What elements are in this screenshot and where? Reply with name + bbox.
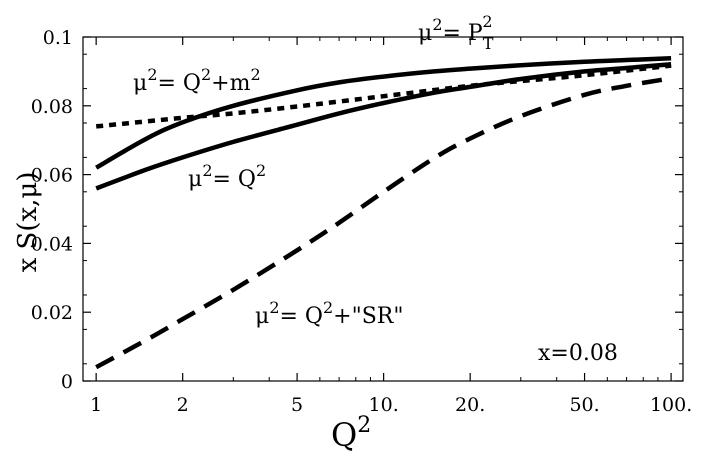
- series-label-3: μ2= Q2+"SR": [255, 298, 403, 329]
- series-label-1: μ2= Q2: [188, 161, 266, 192]
- x-tick-label: 50.: [569, 394, 599, 416]
- series-group: [95, 56, 672, 370]
- x-axis-label-base: Q: [331, 416, 357, 454]
- y-tick-label: 0.02: [31, 302, 73, 324]
- series-line-0: [95, 56, 672, 170]
- y-tick-label: 0.06: [31, 165, 73, 187]
- x-axis-label: Q2: [331, 413, 371, 454]
- series-label-0: μ2= PT2: [418, 12, 494, 53]
- series-label-2: μ2= Q2+m2: [133, 65, 261, 96]
- y-axis-label: x S(x,μ): [13, 172, 43, 273]
- x-tick-label: 20.: [455, 394, 485, 416]
- series-line-2: [95, 63, 672, 129]
- series-line-3: [95, 76, 672, 370]
- series-labels: μ2= PT2 μ2= Q2 μ2= Q2+m2 μ2= Q2+"SR": [133, 12, 494, 329]
- plot-border: [82, 36, 684, 382]
- y-tick-label: 0.08: [31, 96, 73, 118]
- x-tick-label: 2: [177, 394, 189, 416]
- x-tick-label: 100.: [650, 394, 692, 416]
- plot-frame: [82, 36, 684, 382]
- y-tick-label: 0.1: [43, 27, 73, 49]
- y-tick-label: 0.04: [31, 233, 73, 255]
- x-tick-label: 5: [291, 394, 303, 416]
- y-tick-label: 0: [61, 371, 73, 393]
- axis-ticks: 1 2 5 10. 20. 50. 100. 0 0.02 0.04 0.06 0.08 0.1: [31, 27, 693, 416]
- x-value-annotation: x=0.08: [538, 341, 618, 366]
- x-tick-label: 1: [90, 394, 102, 416]
- x-tick-label: 10.: [369, 394, 399, 416]
- x-axis-label-sup: 2: [357, 413, 371, 438]
- series-line-1: [95, 61, 672, 191]
